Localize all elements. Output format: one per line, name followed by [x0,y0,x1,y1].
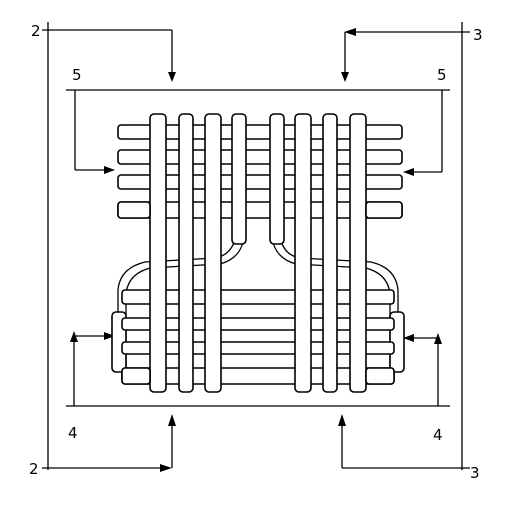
label-3-top: 3 [473,26,483,44]
label-3-bottom: 3 [470,464,480,482]
label-2-bottom: 2 [29,460,39,478]
arrow-down-icon [341,72,349,82]
arrow-left-icon [403,168,414,176]
label-2-top: 2 [31,22,41,40]
arrow-right-icon [104,166,115,174]
arrow-right-icon [160,464,172,472]
label-5-right: 5 [437,66,447,84]
arrow-down-icon [168,72,176,82]
arrow-up-icon [338,414,346,426]
arrow-up-icon [168,414,176,426]
label-4-left: 4 [68,424,78,442]
label-5-left: 5 [72,66,82,84]
arrow-left-icon [344,28,356,36]
label-4-right: 4 [433,426,443,444]
